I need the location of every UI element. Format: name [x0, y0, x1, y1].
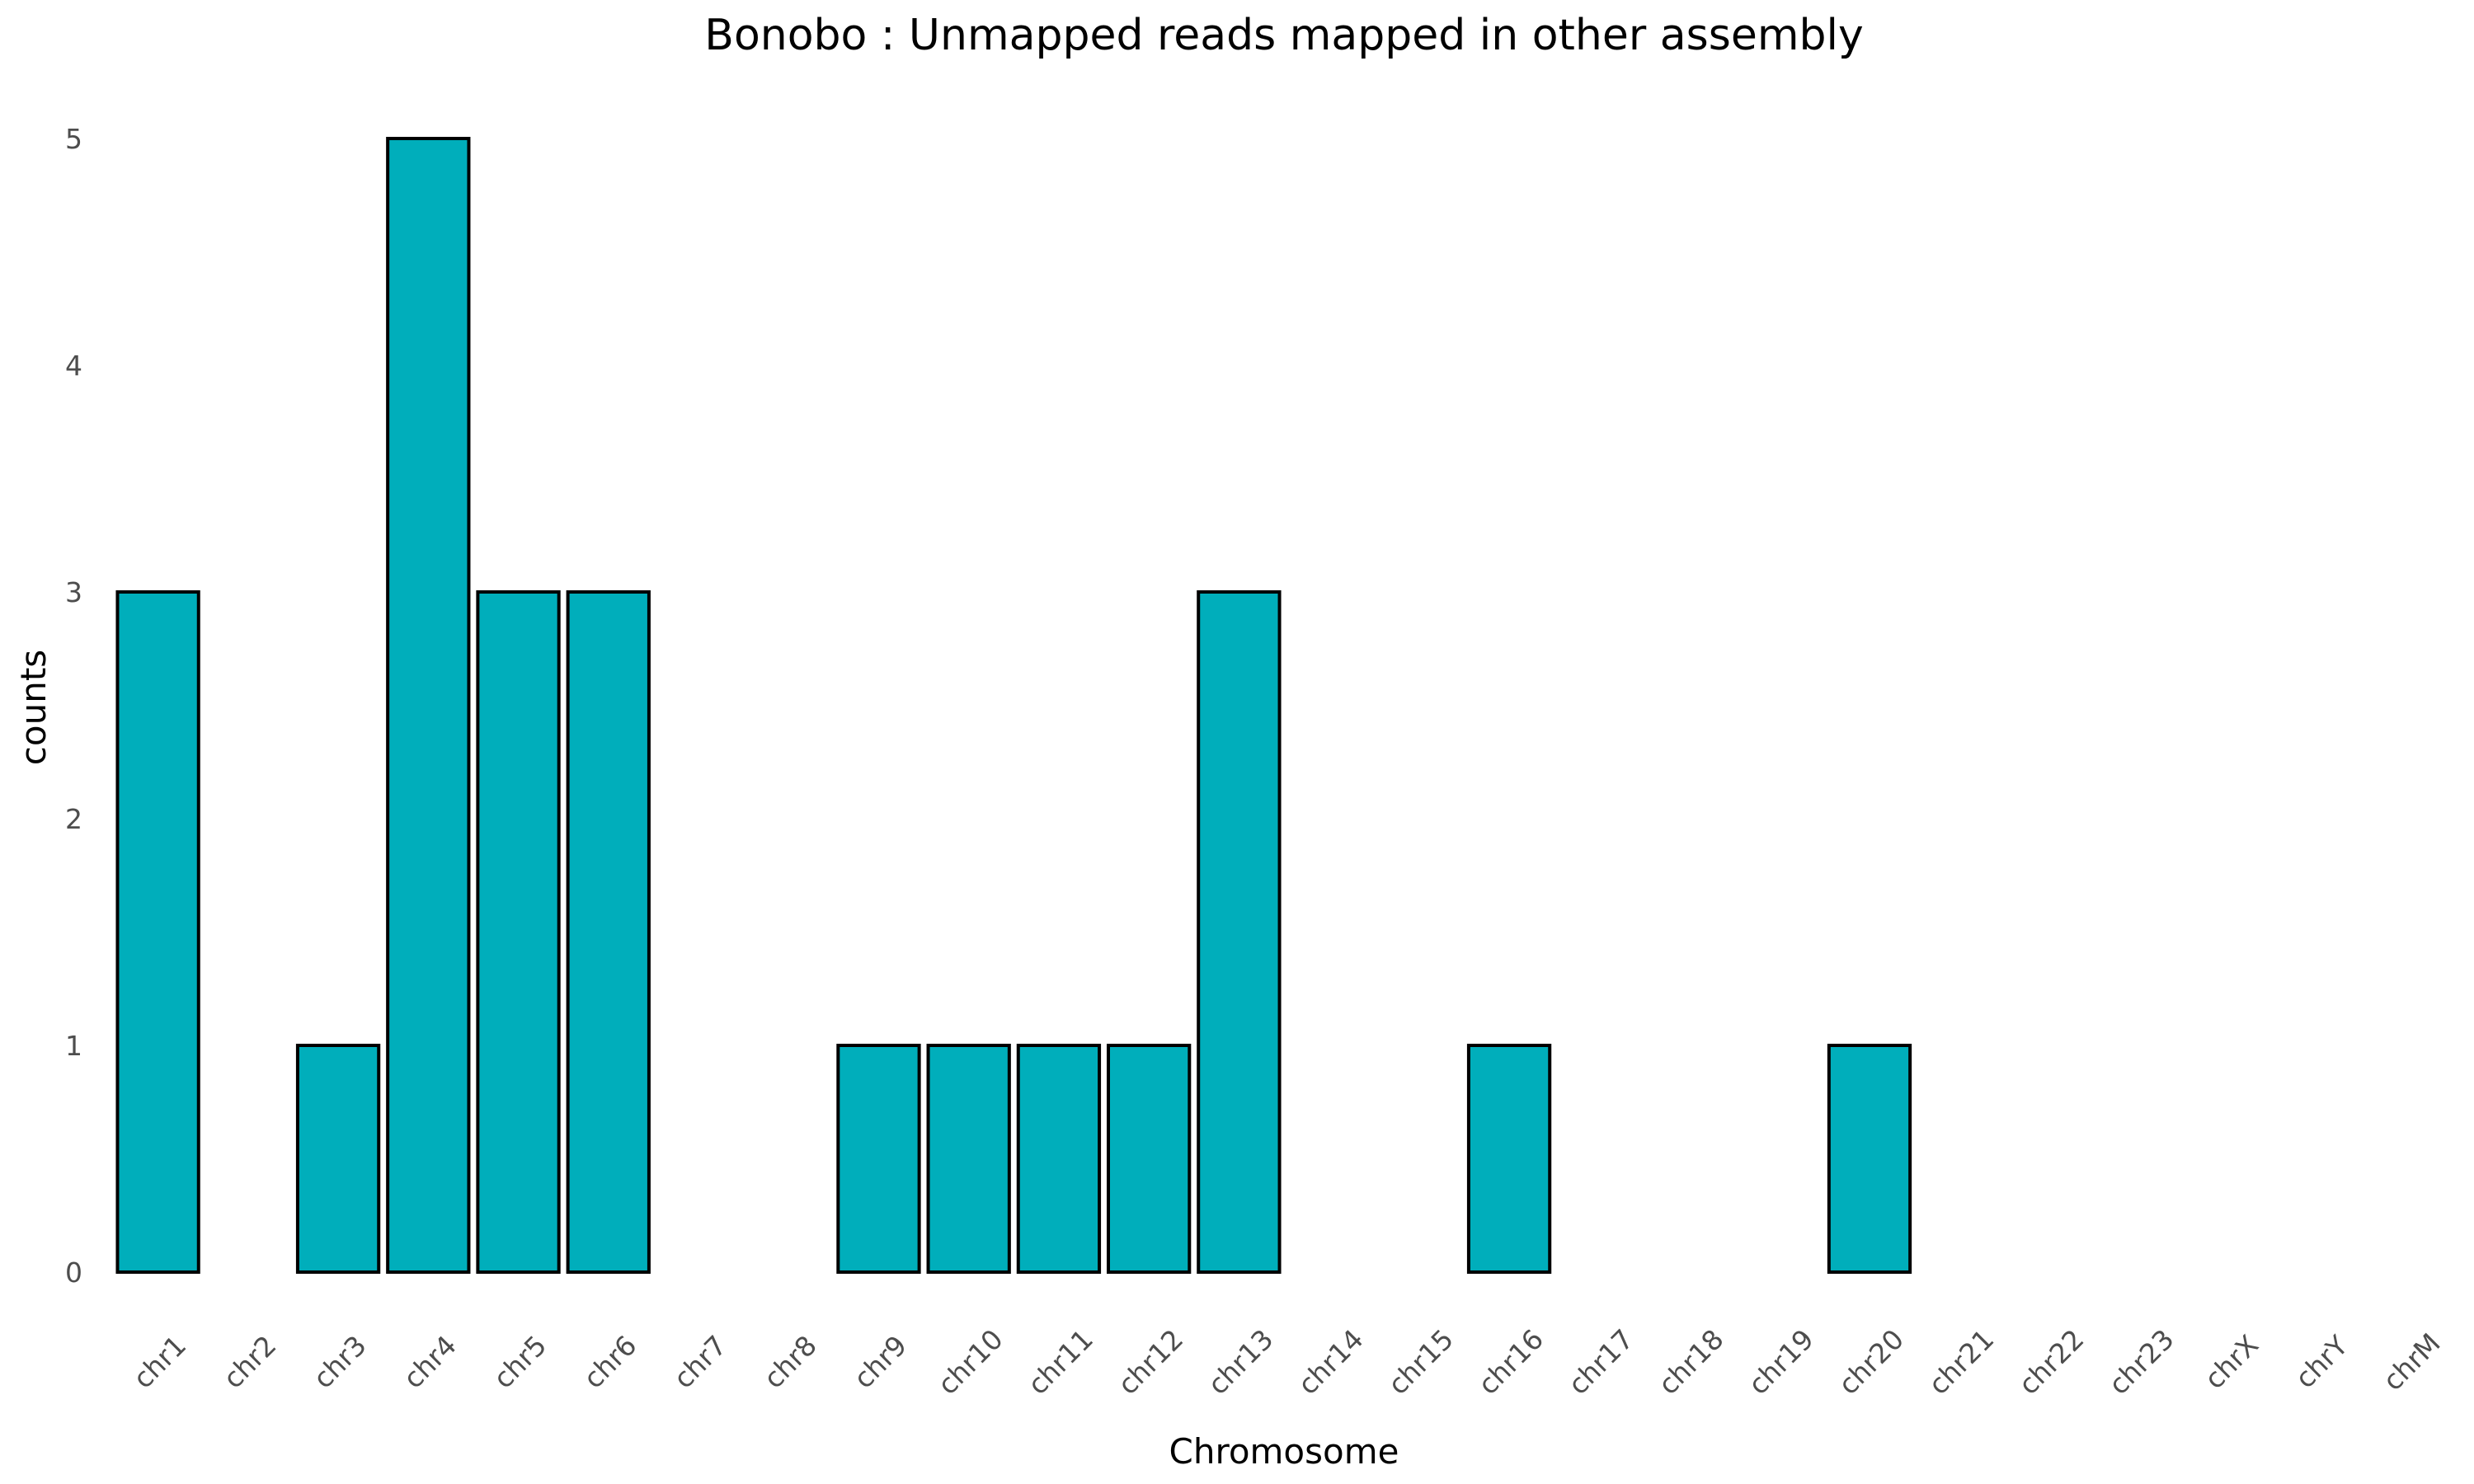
x-tick-label: chr22 — [2012, 1323, 2090, 1401]
y-axis-ticks: 0 1 2 3 4 5 — [65, 123, 82, 1289]
bar-chr9 — [836, 1044, 921, 1274]
x-tick-label: chr11 — [1022, 1323, 1099, 1401]
x-tick-label: chr18 — [1652, 1323, 1729, 1401]
x-tick-label: chr13 — [1202, 1323, 1279, 1401]
bar-chr10 — [926, 1044, 1011, 1274]
bar-chr20 — [1827, 1044, 1912, 1274]
chart-title: Bonobo : Unmapped reads mapped in other … — [704, 11, 1863, 60]
bar-chr6 — [566, 590, 651, 1274]
x-tick-label: chr4 — [397, 1329, 463, 1395]
y-tick-label: 2 — [65, 803, 82, 835]
y-axis-title: counts — [13, 650, 54, 765]
x-tick-label: chr16 — [1472, 1323, 1550, 1401]
x-tick-label: chr10 — [931, 1323, 1009, 1401]
x-tick-label: chr12 — [1112, 1323, 1189, 1401]
x-tick-label: chr5 — [487, 1329, 553, 1395]
bar-chr11 — [1016, 1044, 1102, 1274]
y-tick-label: 1 — [65, 1030, 82, 1062]
bars — [115, 137, 1912, 1274]
x-tick-label: chr23 — [2102, 1323, 2180, 1401]
x-tick-label: chrX — [2198, 1328, 2265, 1395]
bar-chr3 — [295, 1044, 381, 1274]
x-axis-ticks: chr1 chr2 chr3 chr4 chr5 chr6 chr7 chr8 chr9 chr1… — [127, 1323, 2447, 1401]
x-tick-label: chrY — [2288, 1329, 2354, 1395]
x-tick-label: chr2 — [217, 1329, 283, 1395]
x-tick-label: chr1 — [127, 1329, 193, 1395]
y-tick-label: 0 — [65, 1256, 82, 1289]
x-tick-label: chr9 — [848, 1329, 914, 1395]
x-tick-label: chr20 — [1832, 1323, 1910, 1401]
x-axis-title: Chromosome — [1169, 1431, 1399, 1472]
x-tick-label: chr19 — [1742, 1323, 1819, 1401]
x-tick-label: chr21 — [1922, 1323, 2000, 1401]
bar-chr16 — [1466, 1044, 1552, 1274]
x-tick-label: chr6 — [577, 1329, 643, 1395]
y-tick-label: 3 — [65, 576, 82, 608]
x-tick-label: chr8 — [757, 1329, 823, 1395]
x-tick-label: chr7 — [667, 1329, 733, 1395]
y-tick-label: 4 — [65, 350, 82, 382]
y-tick-label: 5 — [65, 123, 82, 155]
bar-chr5 — [476, 590, 561, 1274]
x-tick-label: chr15 — [1381, 1323, 1459, 1401]
x-tick-label: chr14 — [1291, 1323, 1369, 1401]
x-tick-label: chr3 — [307, 1329, 373, 1395]
bar-chr4 — [386, 137, 471, 1274]
x-tick-label: chr17 — [1562, 1323, 1639, 1401]
x-tick-label: chrM — [2377, 1327, 2447, 1397]
bar-chr1 — [115, 590, 200, 1274]
bar-chr13 — [1197, 590, 1282, 1274]
bar-chr12 — [1107, 1044, 1192, 1274]
